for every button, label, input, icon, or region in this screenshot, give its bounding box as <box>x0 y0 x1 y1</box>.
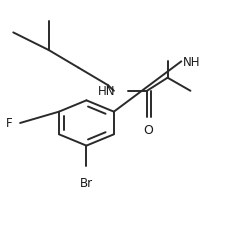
Text: HN: HN <box>97 85 114 98</box>
Text: NH: NH <box>182 56 199 69</box>
Text: F: F <box>5 117 12 130</box>
Text: O: O <box>143 123 153 136</box>
Text: Br: Br <box>79 176 93 189</box>
